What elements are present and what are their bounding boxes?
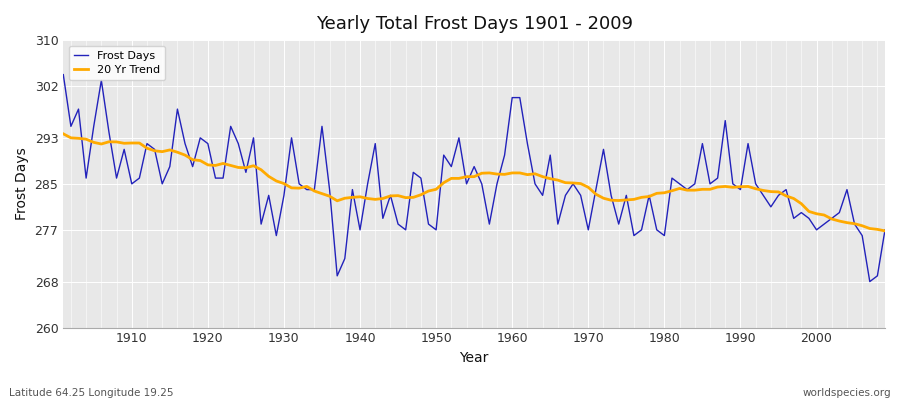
Frost Days (507, 95, 517, 100)
Line: Frost Days: Frost Days (63, 75, 885, 282)
20 Yr Trend (58, 132, 68, 136)
Frost Days (332, 274, 343, 278)
20 Yr Trend (507, 170, 517, 175)
20 Yr Trend (332, 198, 343, 203)
20 Yr Trend (879, 228, 890, 233)
Frost Days (598, 147, 609, 152)
Frost Days (58, 72, 68, 77)
20 Yr Trend (119, 141, 130, 146)
Frost Days (286, 136, 297, 140)
Frost Days (864, 279, 875, 284)
X-axis label: Year: Year (460, 351, 489, 365)
Text: worldspecies.org: worldspecies.org (803, 388, 891, 398)
Frost Days (500, 153, 510, 158)
Frost Days (119, 147, 130, 152)
20 Yr Trend (286, 186, 297, 190)
Frost Days (879, 228, 890, 232)
Legend: Frost Days, 20 Yr Trend: Frost Days, 20 Yr Trend (68, 46, 166, 80)
Y-axis label: Frost Days: Frost Days (15, 148, 29, 220)
20 Yr Trend (500, 172, 510, 177)
Line: 20 Yr Trend: 20 Yr Trend (63, 134, 885, 231)
Text: Latitude 64.25 Longitude 19.25: Latitude 64.25 Longitude 19.25 (9, 388, 174, 398)
20 Yr Trend (598, 196, 609, 201)
Title: Yearly Total Frost Days 1901 - 2009: Yearly Total Frost Days 1901 - 2009 (316, 15, 633, 33)
